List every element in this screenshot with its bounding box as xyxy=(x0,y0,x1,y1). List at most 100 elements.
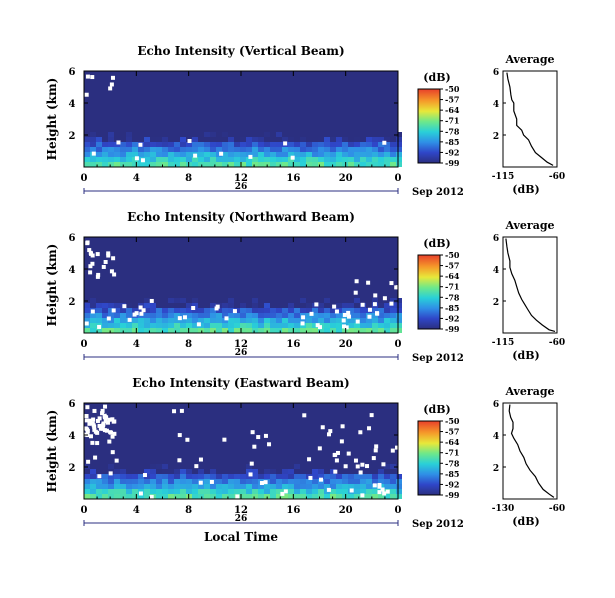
heatmap-cell xyxy=(150,137,156,142)
heatmap-cell xyxy=(84,157,90,162)
heatmap-cell xyxy=(348,479,354,484)
missing-data-cell xyxy=(320,425,325,430)
heatmap-cell xyxy=(354,479,360,484)
heatmap-cell xyxy=(150,308,156,313)
missing-data-cell xyxy=(382,491,387,496)
heatmap-cell xyxy=(336,323,342,328)
missing-data-cell xyxy=(138,305,143,310)
profile-x-tick-label: -60 xyxy=(549,504,565,514)
heatmap-cell xyxy=(204,147,210,152)
missing-data-cell xyxy=(97,474,102,479)
heatmap-cell xyxy=(84,308,90,313)
heatmap-cell xyxy=(234,157,240,162)
heatmap-cell xyxy=(282,464,288,469)
heatmap-cell xyxy=(300,137,306,142)
heatmap-cell xyxy=(216,308,222,313)
profile-line xyxy=(506,72,554,166)
heatmap-cell xyxy=(96,484,102,489)
y-tick-label: 6 xyxy=(69,399,76,410)
heatmap-cell xyxy=(102,308,108,313)
heatmap-cell xyxy=(216,313,222,318)
heatmap-cell xyxy=(252,328,258,333)
heatmap-cell xyxy=(318,298,324,303)
heatmap-cell xyxy=(348,147,354,152)
missing-data-cell xyxy=(355,464,360,469)
heatmap-cell xyxy=(96,318,102,323)
panel-title: Echo Intensity (Northward Beam) xyxy=(127,210,355,224)
heatmap-cell xyxy=(336,137,342,142)
heatmap-cell xyxy=(120,157,126,162)
heatmap-cell xyxy=(318,142,324,147)
missing-data-cell xyxy=(341,318,346,323)
heatmap-cell xyxy=(240,323,246,328)
heatmap-cell xyxy=(144,474,150,479)
heatmap-cell xyxy=(180,494,186,499)
missing-data-cell xyxy=(333,469,338,474)
heatmap-cell xyxy=(348,308,354,313)
heatmap-cell xyxy=(396,313,402,318)
heatmap-cell xyxy=(306,162,312,167)
heatmap-cell xyxy=(96,137,102,142)
heatmap-cell xyxy=(288,328,294,333)
heatmap-cell xyxy=(384,323,390,328)
heatmap-cell xyxy=(96,147,102,152)
missing-data-cell xyxy=(250,430,255,435)
heatmap-cell xyxy=(84,479,90,484)
heatmap-cell xyxy=(156,464,162,469)
missing-data-cell xyxy=(149,298,154,303)
heatmap-cell xyxy=(270,313,276,318)
heatmap-cell xyxy=(336,328,342,333)
missing-data-cell xyxy=(88,434,93,439)
heatmap-cell xyxy=(282,479,288,484)
heatmap-cell xyxy=(120,489,126,494)
heatmap-cell xyxy=(330,152,336,157)
heatmap-cell xyxy=(144,323,150,328)
heatmap-cell xyxy=(270,132,276,137)
heatmap-cell xyxy=(240,318,246,323)
heatmap-cell xyxy=(210,318,216,323)
missing-data-cell xyxy=(142,473,147,478)
heatmap-cell xyxy=(240,479,246,484)
heatmap-cell xyxy=(300,479,306,484)
heatmap-cell xyxy=(156,318,162,323)
heatmap-cell xyxy=(180,469,186,474)
heatmap-cell xyxy=(294,162,300,167)
missing-data-cell xyxy=(104,428,109,433)
heatmap-cell xyxy=(150,484,156,489)
heatmap-cell xyxy=(312,147,318,152)
missing-data-cell xyxy=(374,311,379,316)
heatmap-cell xyxy=(270,147,276,152)
heatmap-cell xyxy=(162,489,168,494)
heatmap-cell xyxy=(222,484,228,489)
heatmap-cell xyxy=(342,152,348,157)
heatmap-cell xyxy=(336,162,342,167)
heatmap-cell xyxy=(318,162,324,167)
heatmap-cell xyxy=(228,318,234,323)
heatmap-cell xyxy=(228,152,234,157)
heatmap-cell xyxy=(246,308,252,313)
heatmap-cell xyxy=(294,464,300,469)
heatmap-cell xyxy=(390,494,396,499)
heatmap-cell xyxy=(306,484,312,489)
heatmap-cell xyxy=(162,469,168,474)
heatmap-cell xyxy=(192,157,198,162)
heatmap-cell xyxy=(204,489,210,494)
heatmap-cell xyxy=(246,147,252,152)
heatmap-cell xyxy=(174,313,180,318)
heatmap-cell xyxy=(312,152,318,157)
heatmap-cell xyxy=(114,303,120,308)
heatmap-cell xyxy=(204,484,210,489)
heatmap-cell xyxy=(336,474,342,479)
colorbar-tick-label: -85 xyxy=(445,137,459,147)
heatmap-cell xyxy=(258,489,264,494)
profile-title: Average xyxy=(504,219,554,232)
heatmap-cell xyxy=(180,318,186,323)
heatmap-cell xyxy=(234,474,240,479)
heatmap-cell xyxy=(222,162,228,167)
heatmap-cell xyxy=(318,137,324,142)
heatmap-cell xyxy=(258,328,264,333)
profile-x-label: (dB) xyxy=(512,515,539,528)
heatmap-cell xyxy=(156,323,162,328)
heatmap-cell xyxy=(114,323,120,328)
heatmap-cell xyxy=(192,308,198,313)
